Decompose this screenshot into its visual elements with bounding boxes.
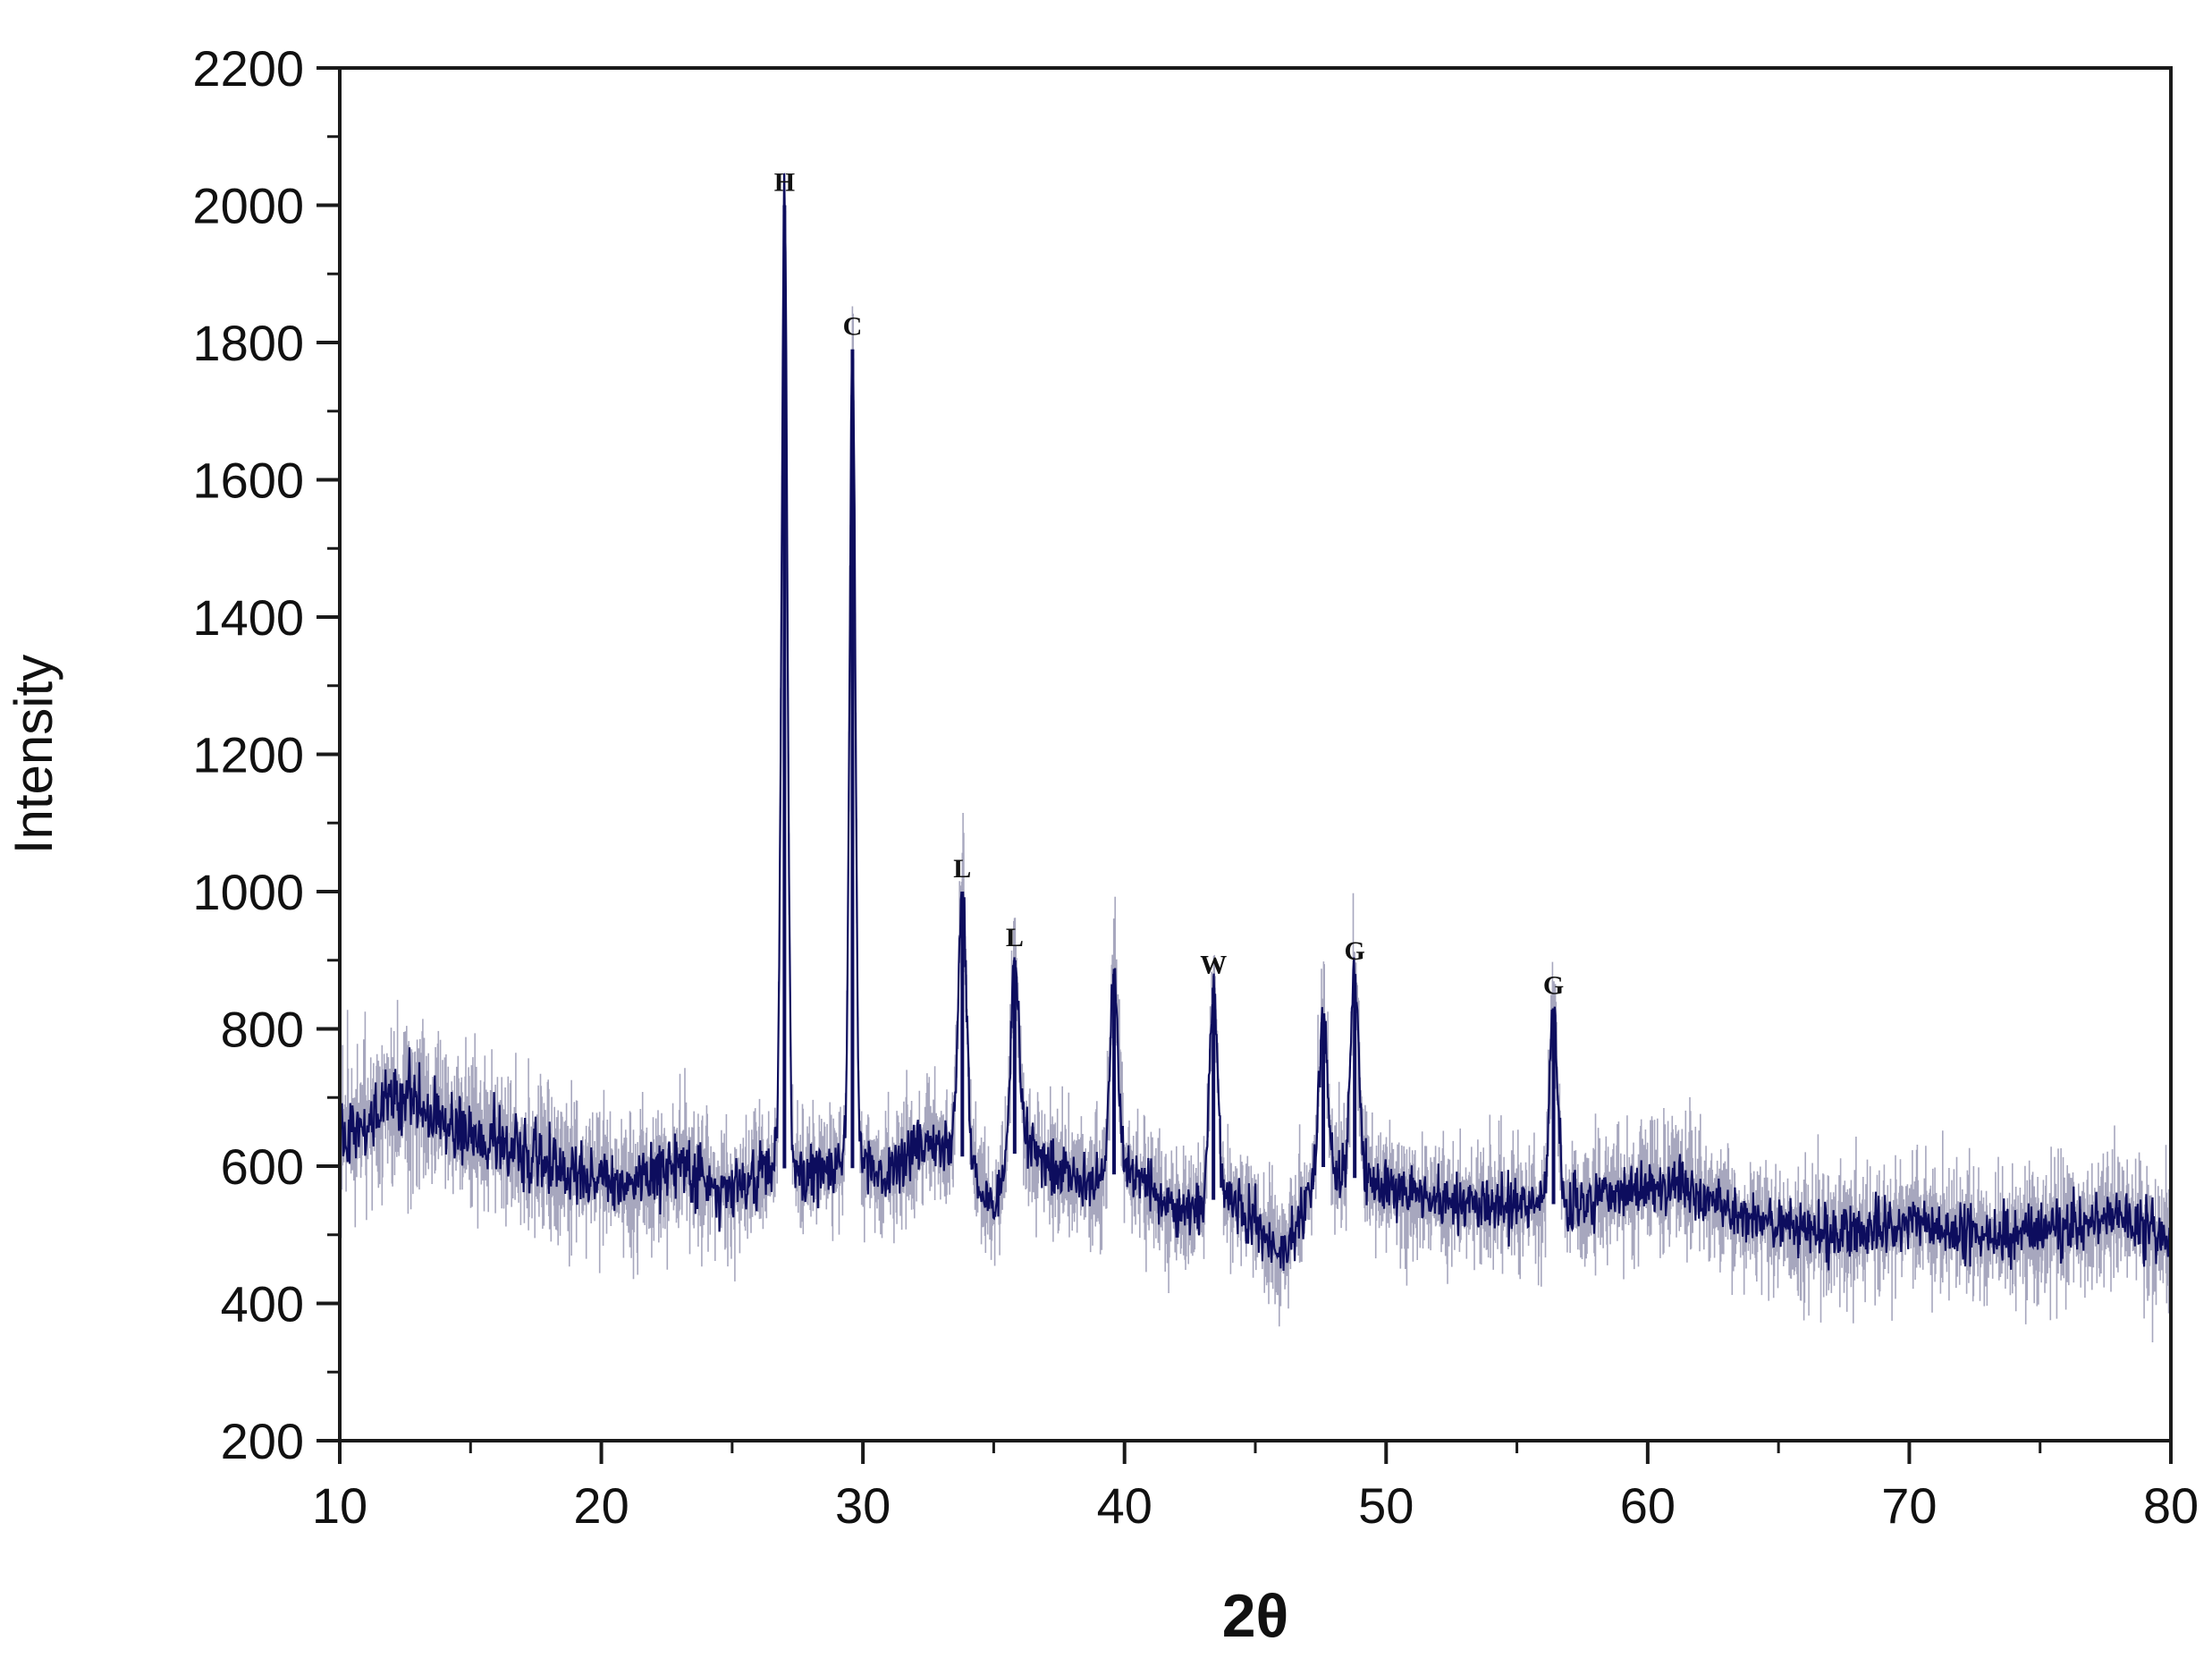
peak-label: L	[953, 854, 971, 884]
y-tick-label: 2200	[192, 40, 304, 97]
x-tick-label: 80	[2143, 1477, 2199, 1534]
x-tick-label: 10	[312, 1477, 367, 1534]
peak-label: L	[1006, 923, 1024, 952]
y-tick-label: 2000	[192, 178, 304, 234]
x-tick-label: 50	[1358, 1477, 1414, 1534]
y-tick-label: 600	[221, 1138, 304, 1195]
y-tick-label: 1200	[192, 727, 304, 783]
y-axis: 200 400 600 800 1000 1200 1400 1600 1800 2000 2200	[192, 40, 340, 1469]
peak-label: W	[1200, 950, 1227, 979]
peak-label: G	[1543, 970, 1564, 1000]
y-axis-title: Intensity	[4, 655, 63, 854]
x-tick-label: 40	[1097, 1477, 1152, 1534]
y-tick-label: 1800	[192, 315, 304, 371]
peak-labels: H C L L W G G	[774, 168, 1565, 1001]
y-tick-label: 200	[221, 1413, 304, 1469]
x-tick-label: 30	[835, 1477, 891, 1534]
peak-label: C	[843, 312, 863, 342]
y-tick-label: 1400	[192, 589, 304, 646]
intensity-series	[338, 173, 2173, 1272]
peak-label: H	[774, 168, 795, 198]
x-axis: 10 20 30 40 50 60 70 80	[312, 1441, 2199, 1534]
x-tick-label: 20	[573, 1477, 629, 1534]
y-tick-label: 1000	[192, 864, 304, 920]
y-tick-label: 400	[221, 1276, 304, 1332]
x-tick-label: 60	[1620, 1477, 1676, 1534]
y-tick-label: 1600	[192, 453, 304, 509]
peak-label: G	[1345, 936, 1365, 966]
intensity-trace	[338, 173, 2173, 1272]
y-tick-label: 800	[221, 1002, 304, 1058]
x-tick-label: 70	[1881, 1477, 1937, 1534]
x-axis-title: 2θ	[1222, 1582, 1289, 1650]
